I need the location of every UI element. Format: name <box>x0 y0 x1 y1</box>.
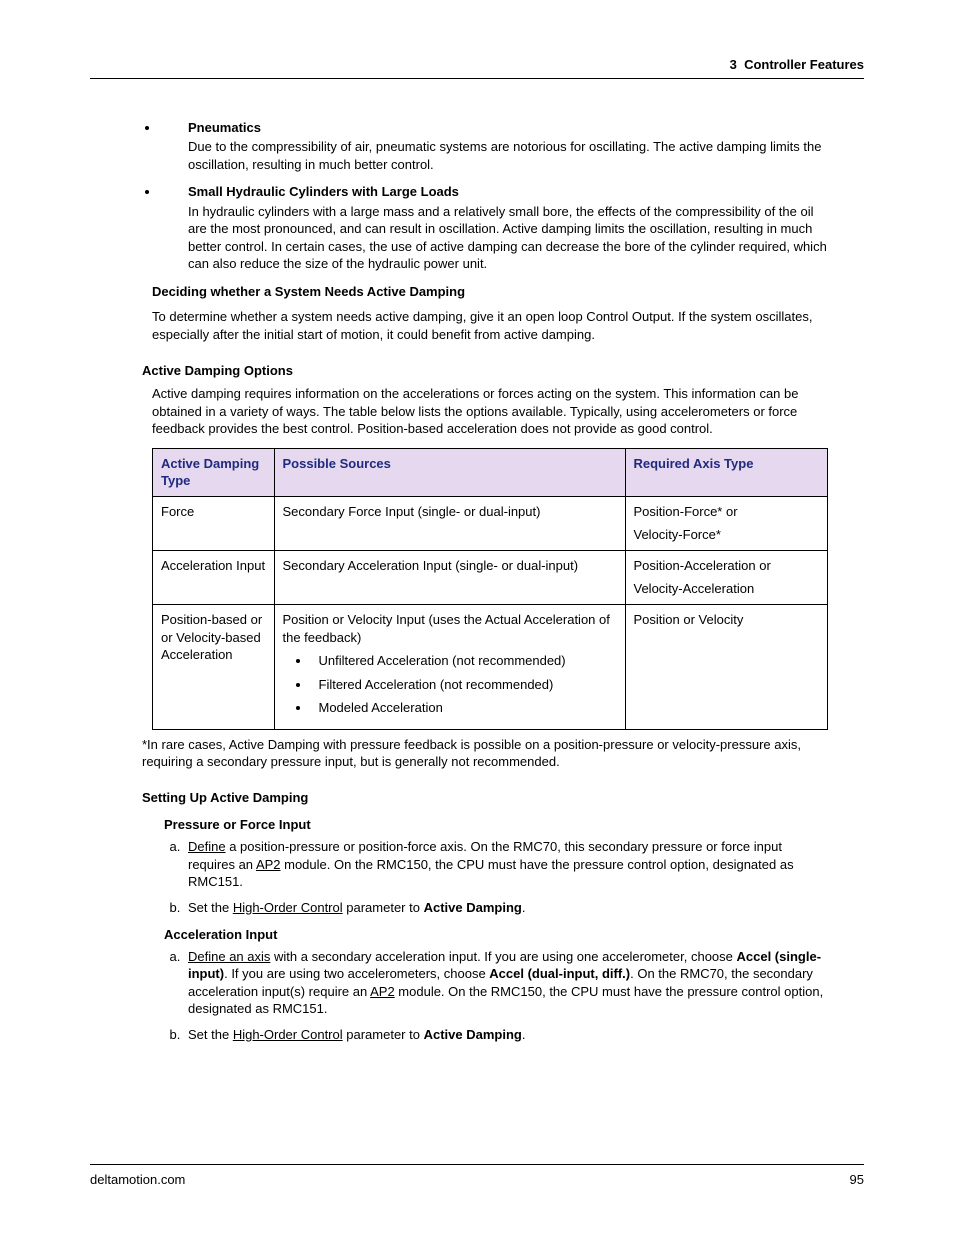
pressure-head: Pressure or Force Input <box>164 816 828 834</box>
td-type: Force <box>153 496 275 550</box>
running-header: 3 Controller Features <box>90 56 864 79</box>
options-intro: Active damping requires information on t… <box>152 385 828 438</box>
damping-table: Active Damping Type Possible Sources Req… <box>152 448 828 730</box>
list-item: Filtered Acceleration (not recommended) <box>311 676 617 694</box>
td-sources: Secondary Force Input (single- or dual-i… <box>274 496 625 550</box>
footer-page-number: 95 <box>850 1171 864 1189</box>
accel-head: Acceleration Input <box>164 926 828 944</box>
table-footnote: *In rare cases, Active Damping with pres… <box>142 736 828 771</box>
td-axis: Position or Velocity <box>625 605 828 730</box>
th-axis: Required Axis Type <box>625 448 828 496</box>
list-item: Set the High-Order Control parameter to … <box>184 1026 828 1044</box>
bullet-title: Pneumatics <box>188 119 828 137</box>
link-high-order[interactable]: High-Order Control <box>233 1027 343 1042</box>
page-footer: deltamotion.com 95 <box>90 1164 864 1189</box>
td-sources: Secondary Acceleration Input (single- or… <box>274 550 625 604</box>
bullet-body: Due to the compressibility of air, pneum… <box>188 139 821 172</box>
setup-heading: Setting Up Active Damping <box>142 789 864 807</box>
th-type: Active Damping Type <box>153 448 275 496</box>
td-type: Position-based or or Velocity-based Acce… <box>153 605 275 730</box>
bullet-list: Pneumatics Due to the compressibility of… <box>160 119 864 273</box>
bullet-body: In hydraulic cylinders with a large mass… <box>188 204 827 272</box>
deciding-body: To determine whether a system needs acti… <box>152 308 828 343</box>
header-section-number: 3 <box>730 57 737 72</box>
link-ap2[interactable]: AP2 <box>256 857 281 872</box>
td-type: Acceleration Input <box>153 550 275 604</box>
list-item: Define a position-pressure or position-f… <box>184 838 828 891</box>
table-row: Position-based or or Velocity-based Acce… <box>153 605 828 730</box>
link-define[interactable]: Define <box>188 839 226 854</box>
table-row: Acceleration Input Secondary Acceleratio… <box>153 550 828 604</box>
options-heading: Active Damping Options <box>142 362 864 380</box>
header-section-title: Controller Features <box>744 57 864 72</box>
bullet-title: Small Hydraulic Cylinders with Large Loa… <box>188 183 828 201</box>
list-item: Pneumatics Due to the compressibility of… <box>160 119 828 174</box>
pressure-steps: Define a position-pressure or position-f… <box>164 838 828 916</box>
list-item: Unfiltered Acceleration (not recommended… <box>311 652 617 670</box>
list-item: Modeled Acceleration <box>311 699 617 717</box>
footer-left: deltamotion.com <box>90 1171 185 1189</box>
link-ap2[interactable]: AP2 <box>370 984 395 999</box>
table-row: Force Secondary Force Input (single- or … <box>153 496 828 550</box>
th-sources: Possible Sources <box>274 448 625 496</box>
td-axis: Position-Force* or Velocity-Force* <box>625 496 828 550</box>
link-define-axis[interactable]: Define an axis <box>188 949 270 964</box>
td-axis: Position-Acceleration or Velocity-Accele… <box>625 550 828 604</box>
list-item: Small Hydraulic Cylinders with Large Loa… <box>160 183 828 273</box>
list-item: Define an axis with a secondary accelera… <box>184 948 828 1018</box>
deciding-heading: Deciding whether a System Needs Active D… <box>152 283 828 301</box>
accel-steps: Define an axis with a secondary accelera… <box>164 948 828 1044</box>
link-high-order[interactable]: High-Order Control <box>233 900 343 915</box>
list-item: Set the High-Order Control parameter to … <box>184 899 828 917</box>
td-sources: Position or Velocity Input (uses the Act… <box>274 605 625 730</box>
